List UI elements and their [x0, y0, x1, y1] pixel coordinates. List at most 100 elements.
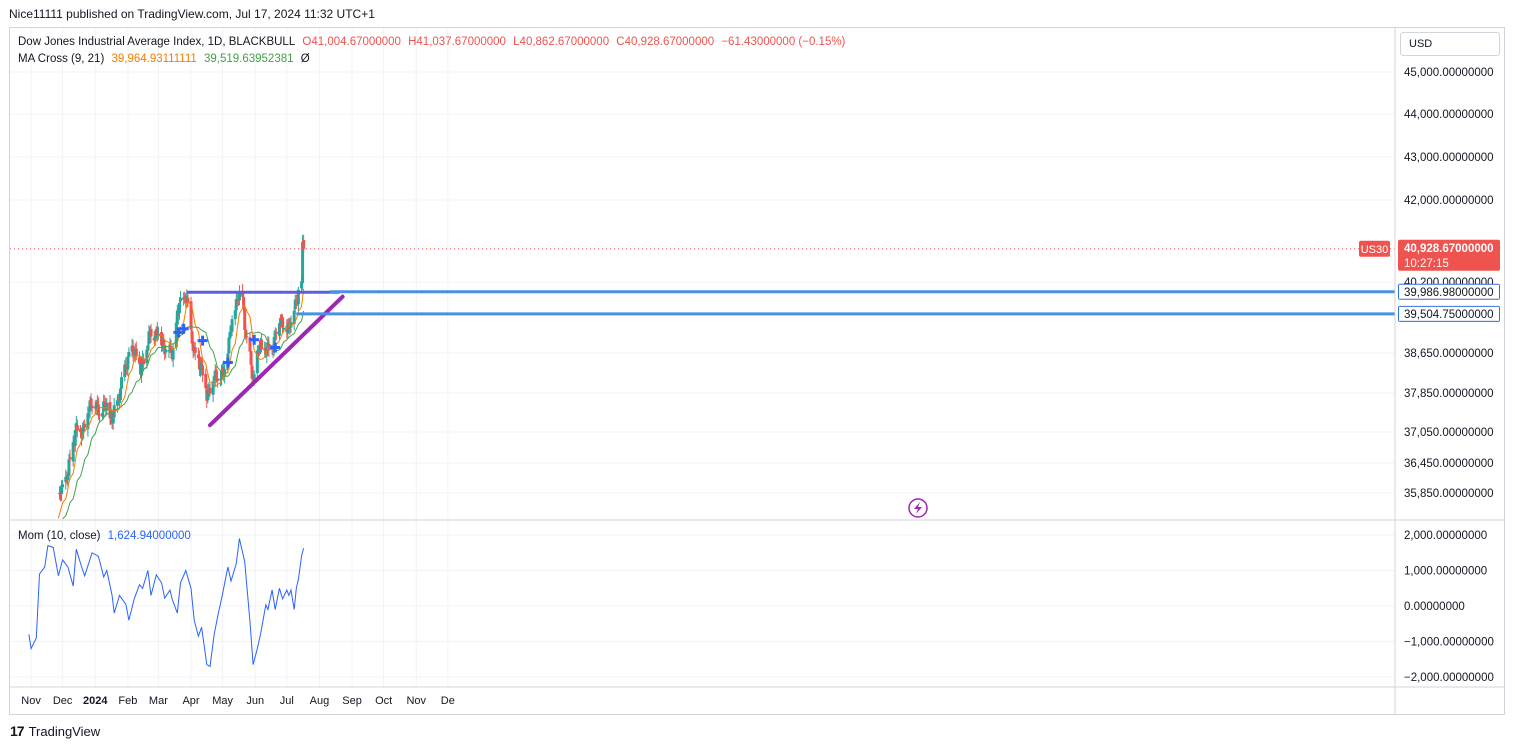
candle-body [146, 345, 150, 351]
candle-body [73, 430, 77, 446]
candle-body [260, 339, 264, 350]
candle-body [273, 333, 277, 339]
candle-body [287, 321, 291, 323]
mom-legend-title: Mom (10, close) [18, 530, 101, 542]
lightning-event-icon [908, 498, 928, 518]
candle-body [191, 341, 195, 351]
candle-body [230, 319, 234, 332]
momentum-pane[interactable] [28, 538, 305, 668]
mom-value: 1,624.94000000 [107, 530, 191, 542]
symbol-badge-label: US30 [1361, 244, 1389, 256]
candle-body [175, 310, 179, 325]
price-tick-label: 43,000.00000000 [1404, 152, 1494, 164]
candle-body [61, 484, 65, 488]
candle-body [160, 332, 164, 346]
ma-cross-signal-icon [270, 342, 281, 353]
candle-body [281, 317, 285, 328]
candle-body [250, 365, 254, 379]
price-tick-label: 36,450.00000000 [1404, 458, 1494, 470]
candle-body [234, 299, 238, 311]
time-tick-label: 2024 [83, 695, 108, 707]
mom-legend: Mom (10, close) 1,624.94000000 [18, 530, 195, 542]
candle-body [227, 337, 231, 354]
time-tick-label: Nov [406, 695, 426, 707]
candle-body [89, 398, 93, 405]
candle-body [177, 303, 181, 314]
last-price-label: 40,928.67000000 [1404, 243, 1494, 255]
candle-body [245, 336, 249, 338]
candle-body [137, 357, 141, 364]
ma-cross-signal-icon [197, 335, 208, 346]
trendline [207, 294, 345, 428]
candle-body [67, 459, 71, 477]
candle-body [255, 350, 259, 374]
candle-body [271, 351, 275, 353]
candle-body [79, 428, 83, 433]
countdown-label: 10:27:15 [1404, 258, 1449, 270]
legend-low: L40,862.67000000 [513, 36, 610, 48]
candle-body [179, 297, 183, 302]
candle-body [183, 295, 187, 298]
candle-body [88, 400, 92, 412]
candle-body [237, 290, 241, 301]
ma-legend-title: MA Cross (9, 21) [18, 53, 105, 65]
currency-selector[interactable]: USD [1400, 32, 1500, 56]
candle-body [131, 345, 135, 355]
candle-body [134, 348, 138, 357]
legend-high: H41,037.67000000 [408, 36, 506, 48]
candle-body [120, 377, 124, 389]
candle-body [169, 346, 173, 352]
ma-zero-icon: Ø [300, 53, 310, 65]
candle-body [115, 400, 119, 406]
candle-body [171, 349, 175, 360]
candle-body [208, 387, 212, 394]
candle-body [186, 297, 190, 304]
candle-body [95, 401, 99, 404]
candle-body [57, 493, 61, 495]
ma-cross-signal-icon [178, 323, 189, 334]
level-badge-inner [1399, 284, 1499, 299]
candle-body [60, 485, 64, 494]
candle-body [201, 365, 205, 376]
candle-body [140, 362, 144, 376]
price-pane[interactable] [10, 234, 1395, 520]
candle-body [119, 388, 123, 400]
symbol-badge-bg [1359, 240, 1390, 257]
price-tick-label: 35,850.00000000 [1404, 488, 1494, 500]
candle-body [90, 405, 94, 409]
mom-tick-label: 0.00000000 [1404, 601, 1465, 613]
legend-close: C40,928.67000000 [616, 36, 715, 48]
time-tick-label: Nov [21, 695, 41, 707]
candle-body [182, 297, 186, 300]
candle-body [223, 369, 227, 377]
candle-body [81, 429, 85, 437]
time-tick-label: Aug [310, 695, 330, 707]
candle-body [174, 322, 178, 348]
price-tick-label: 44,000.00000000 [1404, 109, 1494, 121]
candle-body [94, 402, 98, 410]
price-legend: Dow Jones Industrial Average Index, 1D, … [18, 36, 849, 48]
candle-body [256, 351, 260, 353]
candle-body [126, 356, 130, 370]
candle-body [282, 327, 286, 329]
time-tick-label: Dec [53, 695, 73, 707]
candle-body [68, 457, 72, 460]
candle-body [108, 402, 112, 419]
candle-body [145, 349, 149, 364]
candle-body [71, 442, 75, 462]
candle-body [97, 414, 101, 416]
candle-body [274, 331, 278, 334]
ma-fast-line [57, 288, 305, 519]
level-badge-label: 39,504.75000000 [1404, 309, 1494, 321]
footer: 17 TradingView [10, 723, 100, 739]
candle-body [193, 347, 197, 353]
candle-body [248, 337, 252, 352]
candle-body [242, 297, 246, 310]
candle-body [184, 299, 188, 303]
footer-brand[interactable]: TradingView [28, 723, 101, 739]
candle-body [244, 330, 248, 338]
candle-body [147, 331, 151, 345]
candle-body [197, 356, 201, 370]
candle-body [59, 495, 63, 497]
